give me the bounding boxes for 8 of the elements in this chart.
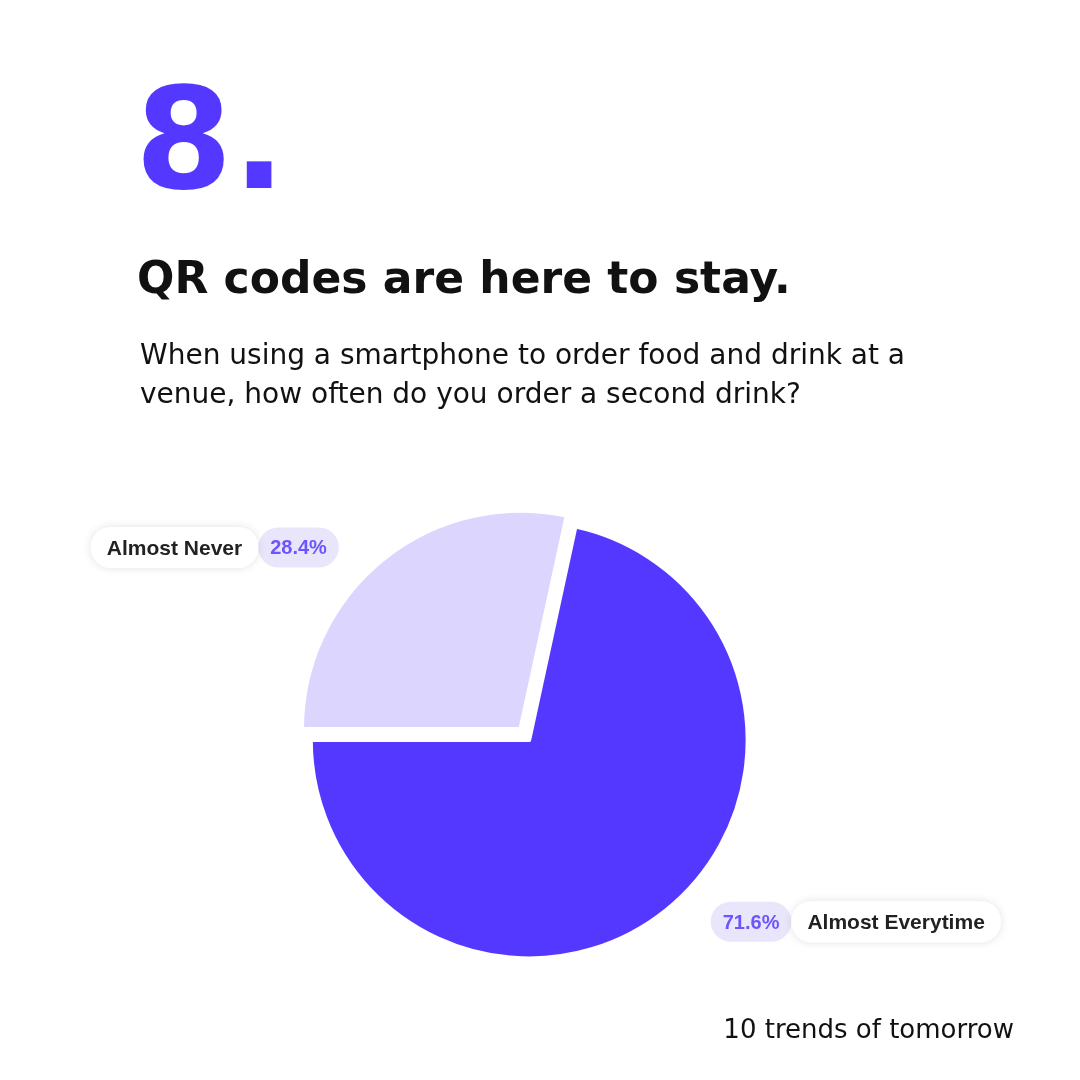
data-label: 28.4%	[270, 536, 328, 559]
data-label: 71.6%	[722, 910, 780, 933]
text: 8.	[135, 58, 286, 221]
chart-title: QR codes are here to stay.	[137, 252, 791, 303]
slice-label: Almost Never	[106, 535, 243, 559]
chart-subtitle: When using a smartphone to order food and drink at a venue, how often do you order a second drink?	[140, 337, 906, 413]
slice-label: Almost Everytime	[807, 910, 985, 934]
text: 10 trends of tomorrow	[723, 1014, 1014, 1044]
